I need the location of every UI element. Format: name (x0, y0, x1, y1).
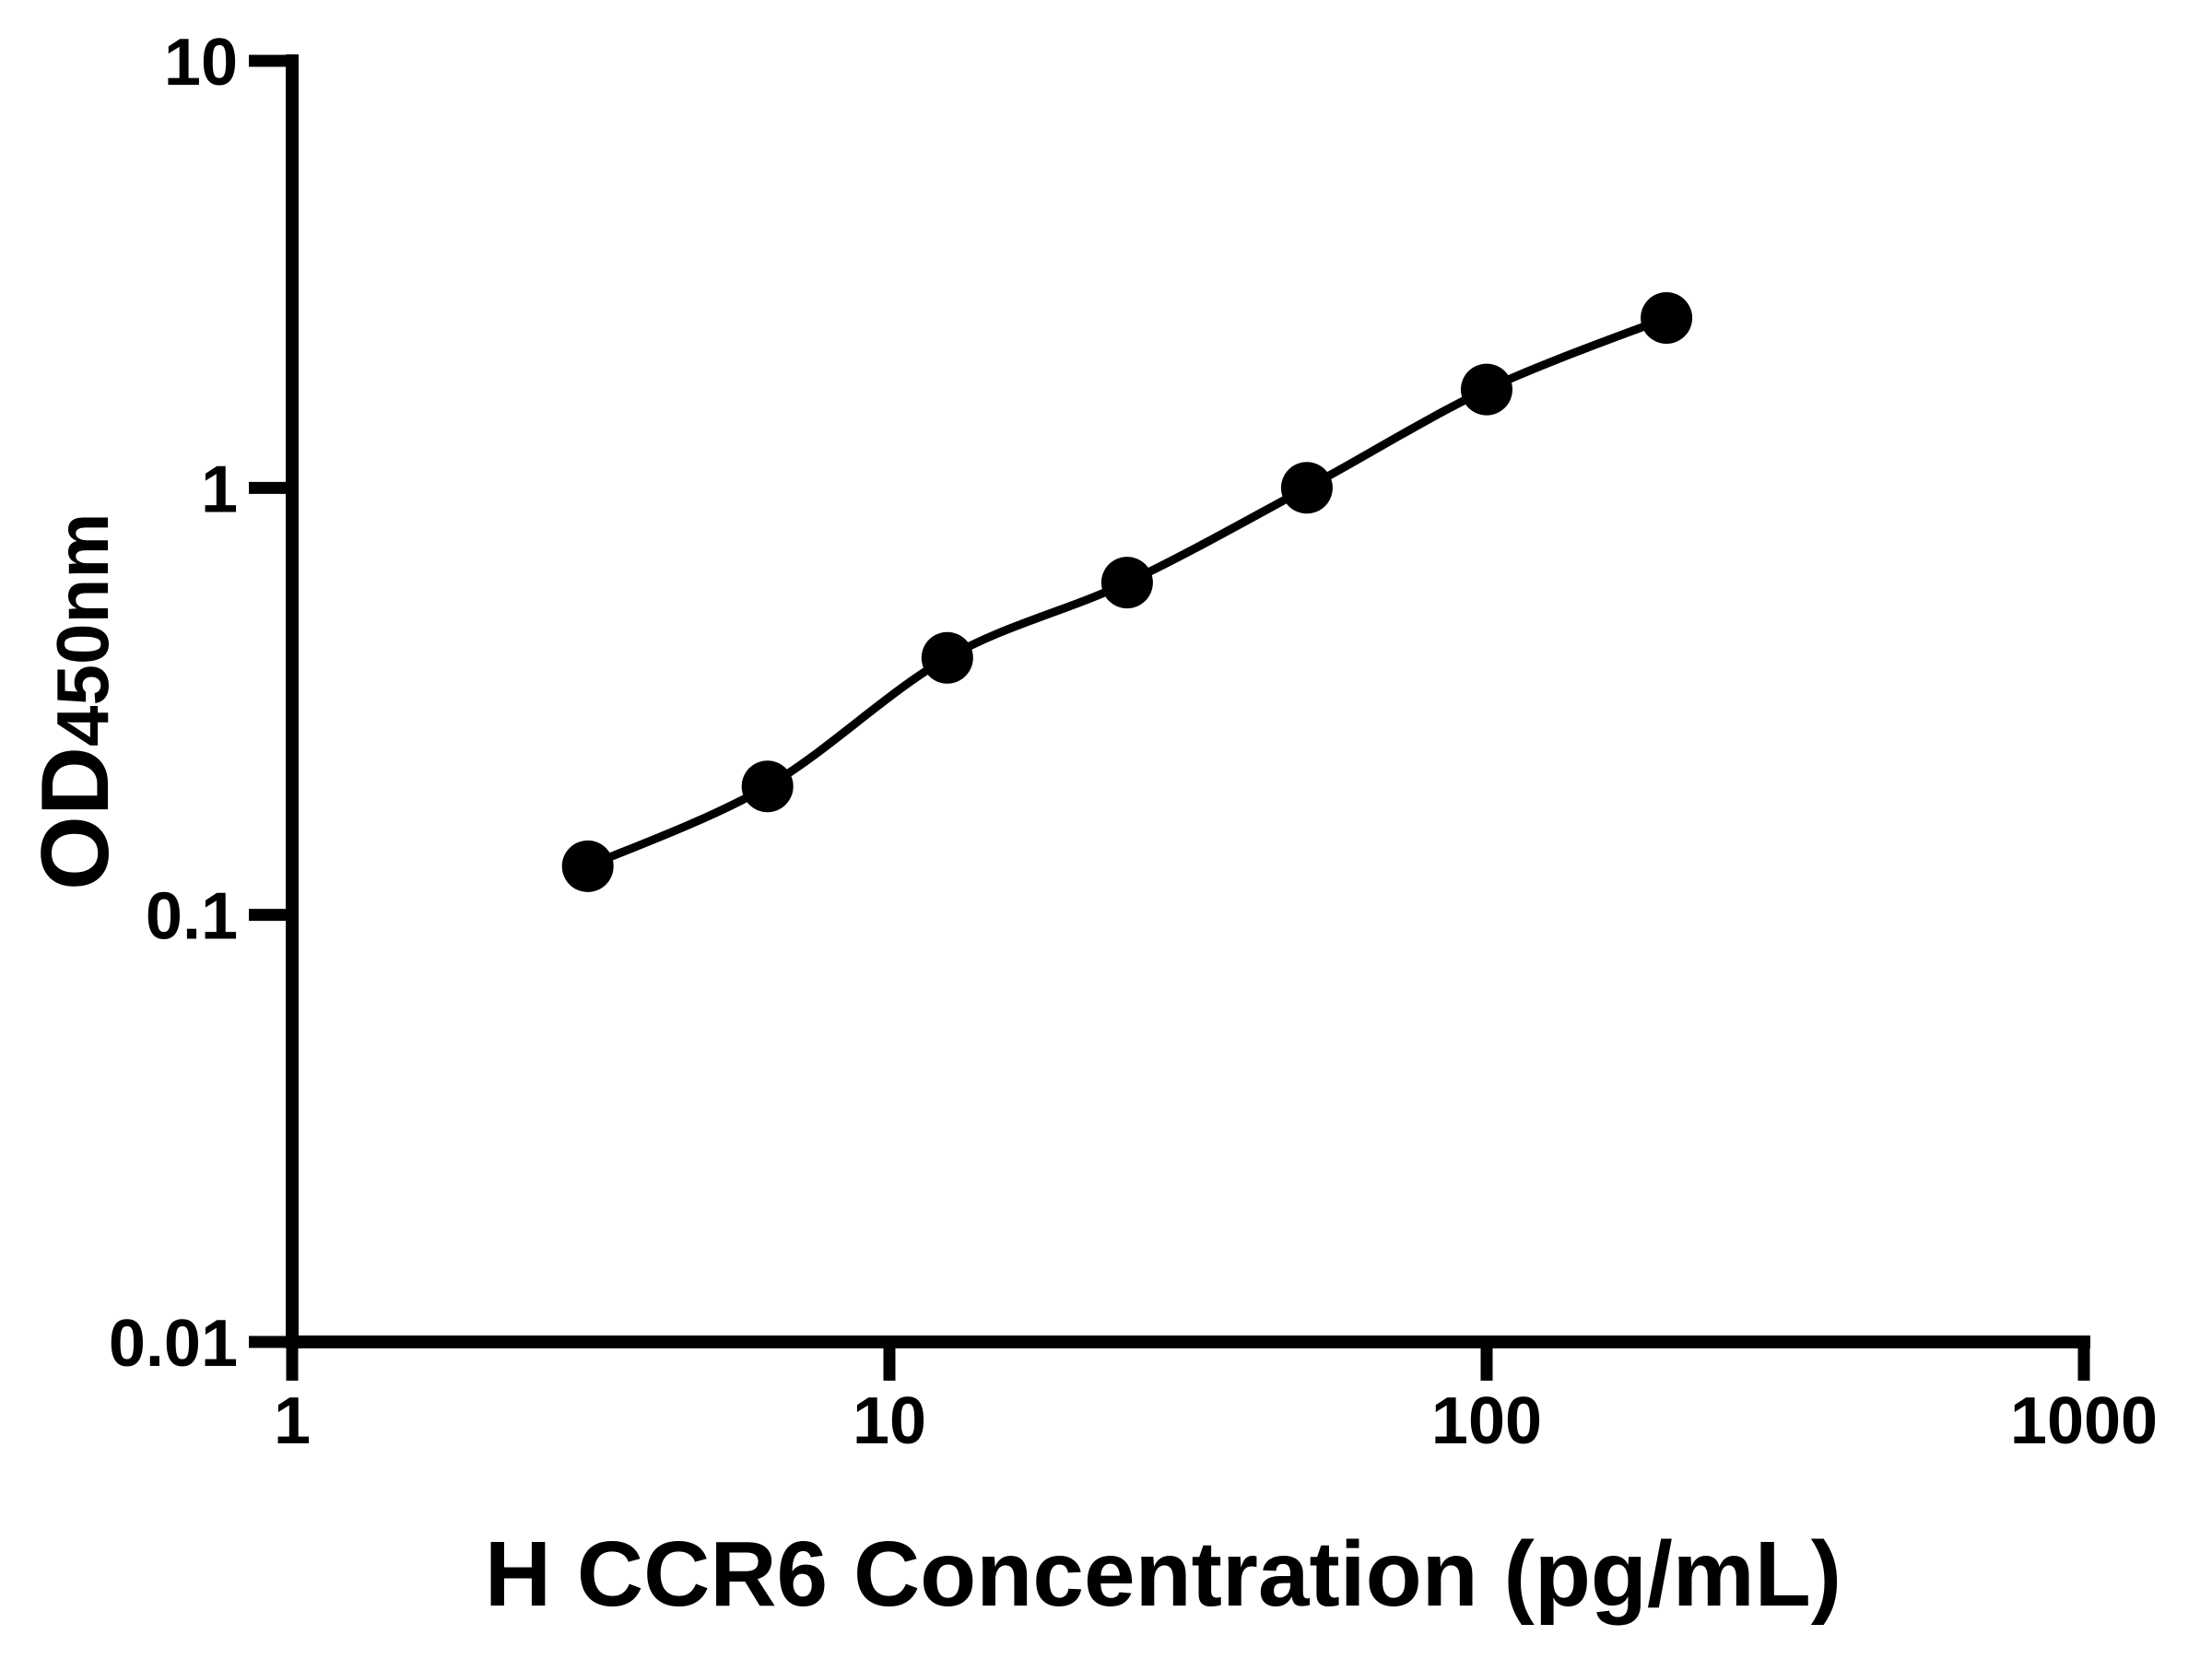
y-axis-title: OD450nm (22, 513, 129, 890)
x-axis-title: H CCR6 Concentration (pg/mL) (485, 1523, 1841, 1626)
y-axis-title-main: OD (22, 747, 129, 890)
x-tick-label: 1000 (2010, 1384, 2158, 1458)
data-point (561, 840, 614, 892)
data-point (741, 760, 794, 813)
data-point (921, 631, 973, 684)
x-axis-ticks: 1 10 100 1000 (274, 1342, 2158, 1458)
x-tick-label: 10 (853, 1384, 926, 1458)
data-points (561, 292, 1693, 892)
data-point (1461, 363, 1512, 416)
y-axis-title-subscript: 450nm (41, 513, 124, 747)
y-tick-label: 0.01 (109, 1307, 238, 1381)
y-axis-ticks: 10 1 0.1 0.01 (109, 26, 292, 1381)
y-tick-label: 1 (201, 453, 238, 526)
y-tick-label: 10 (164, 26, 238, 100)
data-point (1641, 292, 1693, 344)
data-point (1280, 462, 1333, 514)
x-tick-label: 100 (1431, 1384, 1542, 1458)
data-point (1100, 557, 1153, 609)
y-tick-label: 0.1 (146, 880, 238, 954)
x-tick-label: 1 (274, 1384, 311, 1458)
